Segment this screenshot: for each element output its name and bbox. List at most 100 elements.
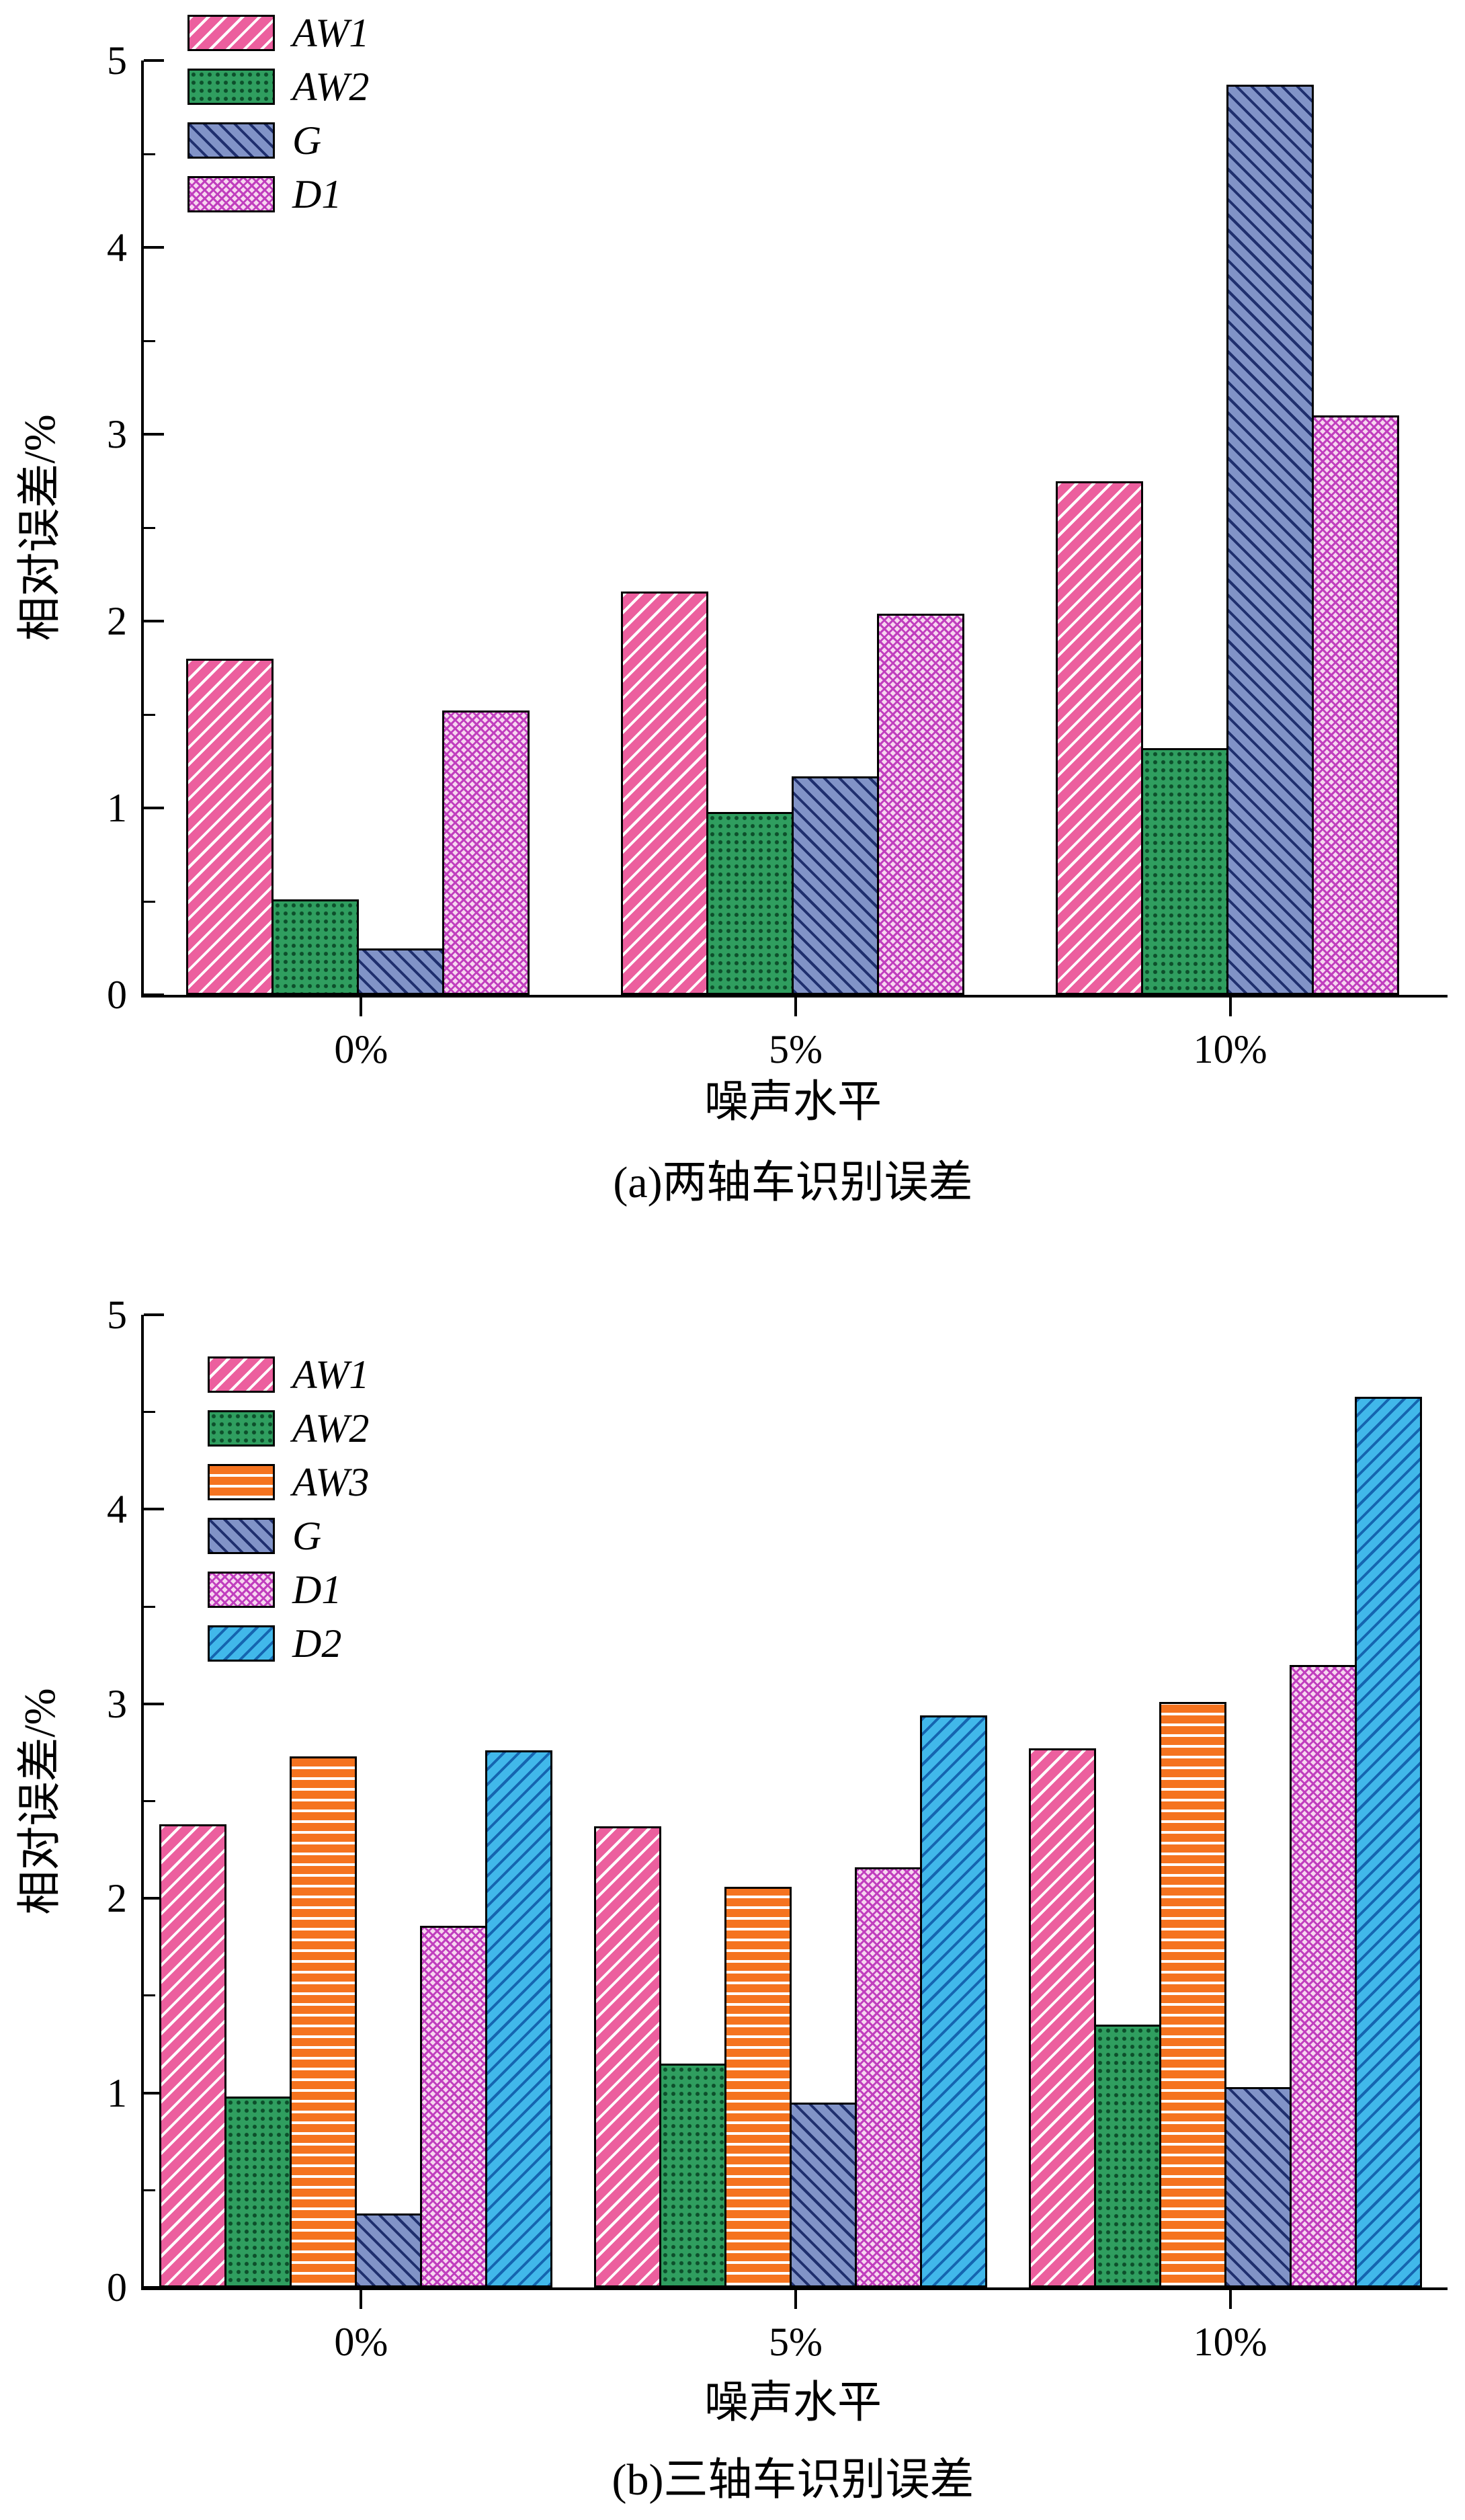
- bar-group-5pct: [621, 591, 970, 995]
- bar-group-5pct: [594, 1715, 997, 2287]
- x-axis-title: 噪声水平: [704, 2378, 882, 2427]
- legend-item-d1: D1: [208, 1568, 369, 1612]
- legend-label-d1: D1: [292, 1568, 342, 1612]
- y-tick-label: 1: [107, 2070, 127, 2115]
- bar-d1-5pct: [877, 613, 964, 995]
- legend: AW1 AW2 AW3 G D1 D2: [208, 1352, 370, 1666]
- bar-aw2-0pct: [271, 899, 360, 995]
- legend-label-aw1: AW1: [292, 11, 370, 55]
- bar-d2-5pct: [920, 1715, 987, 2287]
- bar-d1-10pct: [1289, 1664, 1357, 2287]
- legend-swatch-g: [208, 1518, 275, 1554]
- bar-g-5pct: [792, 776, 879, 995]
- bar-d2-10pct: [1354, 1396, 1422, 2287]
- y-tick-label: 2: [107, 599, 127, 643]
- legend-item-aw1: AW1: [187, 11, 370, 55]
- y-major-tick: [144, 1897, 164, 1900]
- y-tick-label: 4: [107, 1487, 127, 1532]
- y-tick-label: 0: [107, 973, 127, 1017]
- x-tick: [360, 2290, 363, 2309]
- y-major-tick: [144, 2091, 164, 2095]
- y-major-tick: [144, 1313, 164, 1316]
- legend-item-d2: D2: [208, 1621, 369, 1666]
- y-axis-title: 相对误差/%: [15, 1688, 65, 1915]
- y-minor-tick: [144, 2189, 155, 2191]
- legend-label-aw3: AW3: [292, 1460, 370, 1504]
- plot-area-a: 0 1 2 3 4 5 0% 5% 10% AW1 AW2 G D1: [107, 13, 1448, 1071]
- y-major-tick: [144, 246, 164, 249]
- bar-aw1-10pct: [1028, 1748, 1096, 2287]
- y-minor-tick: [144, 900, 155, 903]
- bar-aw2-10pct: [1140, 748, 1228, 995]
- y-major-tick: [144, 2286, 164, 2289]
- y-minor-tick: [144, 1994, 155, 1997]
- legend-label-aw1: AW1: [292, 1352, 370, 1397]
- x-tick: [794, 2290, 797, 2309]
- y-major-tick: [144, 1702, 164, 1705]
- legend-item-aw3: AW3: [208, 1460, 370, 1504]
- bar-aw2-0pct: [224, 2097, 292, 2287]
- legend-swatch-aw2: [187, 69, 275, 105]
- y-minor-tick: [144, 1411, 155, 1414]
- y-major-tick: [144, 1508, 164, 1511]
- y-major-tick: [144, 59, 164, 62]
- legend-label-d1: D1: [292, 172, 342, 216]
- bar-group-0pct: [159, 1750, 562, 2287]
- y-major-tick: [144, 807, 164, 809]
- bar-aw3-10pct: [1159, 1701, 1226, 2287]
- legend-item-g: G: [208, 1516, 369, 1556]
- legend-item-aw1: AW1: [208, 1352, 370, 1397]
- y-tick-label: 3: [107, 412, 127, 456]
- y-minor-tick: [144, 153, 155, 155]
- y-major-tick: [144, 993, 164, 996]
- legend-label-g: G: [292, 118, 322, 163]
- bar-d1-0pct: [442, 710, 530, 995]
- x-tick-label: 5%: [769, 1027, 823, 1071]
- x-tick: [1228, 2290, 1232, 2309]
- bar-aw1-5pct: [621, 591, 708, 995]
- y-tick-label: 4: [107, 225, 127, 270]
- bar-aw2-5pct: [659, 2064, 726, 2287]
- bar-aw1-0pct: [186, 658, 274, 995]
- legend-swatch-d1: [208, 1572, 275, 1608]
- bar-g-10pct: [1224, 2086, 1292, 2287]
- y-axis-title: 相对误差/%: [15, 414, 65, 641]
- bar-aw2-10pct: [1093, 2025, 1161, 2287]
- x-tick: [360, 998, 363, 1016]
- chart-three-axle-error: 相对误差/% 0 1 2 3 4 5 0% 5% 10% AW1 AW2 AW3 G D1 D2 噪声水平 …: [0, 1257, 1465, 2520]
- legend-swatch-d1: [187, 176, 275, 212]
- bar-group-0pct: [186, 658, 536, 995]
- x-tick: [1228, 998, 1232, 1016]
- y-tick-label: 5: [107, 1293, 127, 1337]
- legend-swatch-aw1: [187, 15, 275, 51]
- bar-aw1-5pct: [594, 1826, 661, 2287]
- y-major-tick: [144, 620, 164, 622]
- legend-item-g: G: [187, 118, 369, 163]
- legend-swatch-aw1: [208, 1356, 275, 1393]
- y-minor-tick: [144, 713, 155, 716]
- legend-label-d2: D2: [292, 1621, 342, 1666]
- bar-g-5pct: [790, 2103, 857, 2287]
- x-tick-label: 0%: [334, 2320, 388, 2364]
- legend-item-aw2: AW2: [208, 1408, 369, 1449]
- y-tick-label: 0: [107, 2265, 127, 2310]
- x-tick-label: 10%: [1193, 2320, 1267, 2364]
- bar-aw1-10pct: [1055, 481, 1143, 995]
- bar-g-0pct: [355, 2213, 423, 2287]
- y-major-tick: [144, 433, 164, 436]
- y-minor-tick: [144, 1605, 155, 1608]
- bar-g-0pct: [357, 948, 445, 995]
- bar-g-10pct: [1226, 85, 1314, 995]
- x-tick: [794, 998, 797, 1016]
- bar-aw2-5pct: [706, 811, 794, 995]
- x-axis-title: 噪声水平: [704, 1078, 882, 1127]
- bar-group-10pct: [1028, 1396, 1432, 2287]
- x-tick-label: 5%: [769, 2320, 823, 2364]
- y-minor-tick: [144, 339, 155, 342]
- bar-group-10pct: [1055, 85, 1405, 995]
- legend-label-aw2: AW2: [292, 65, 370, 109]
- bar-d1-0pct: [420, 1925, 488, 2287]
- legend-swatch-d2: [208, 1625, 275, 1662]
- x-tick-label: 0%: [334, 1027, 388, 1071]
